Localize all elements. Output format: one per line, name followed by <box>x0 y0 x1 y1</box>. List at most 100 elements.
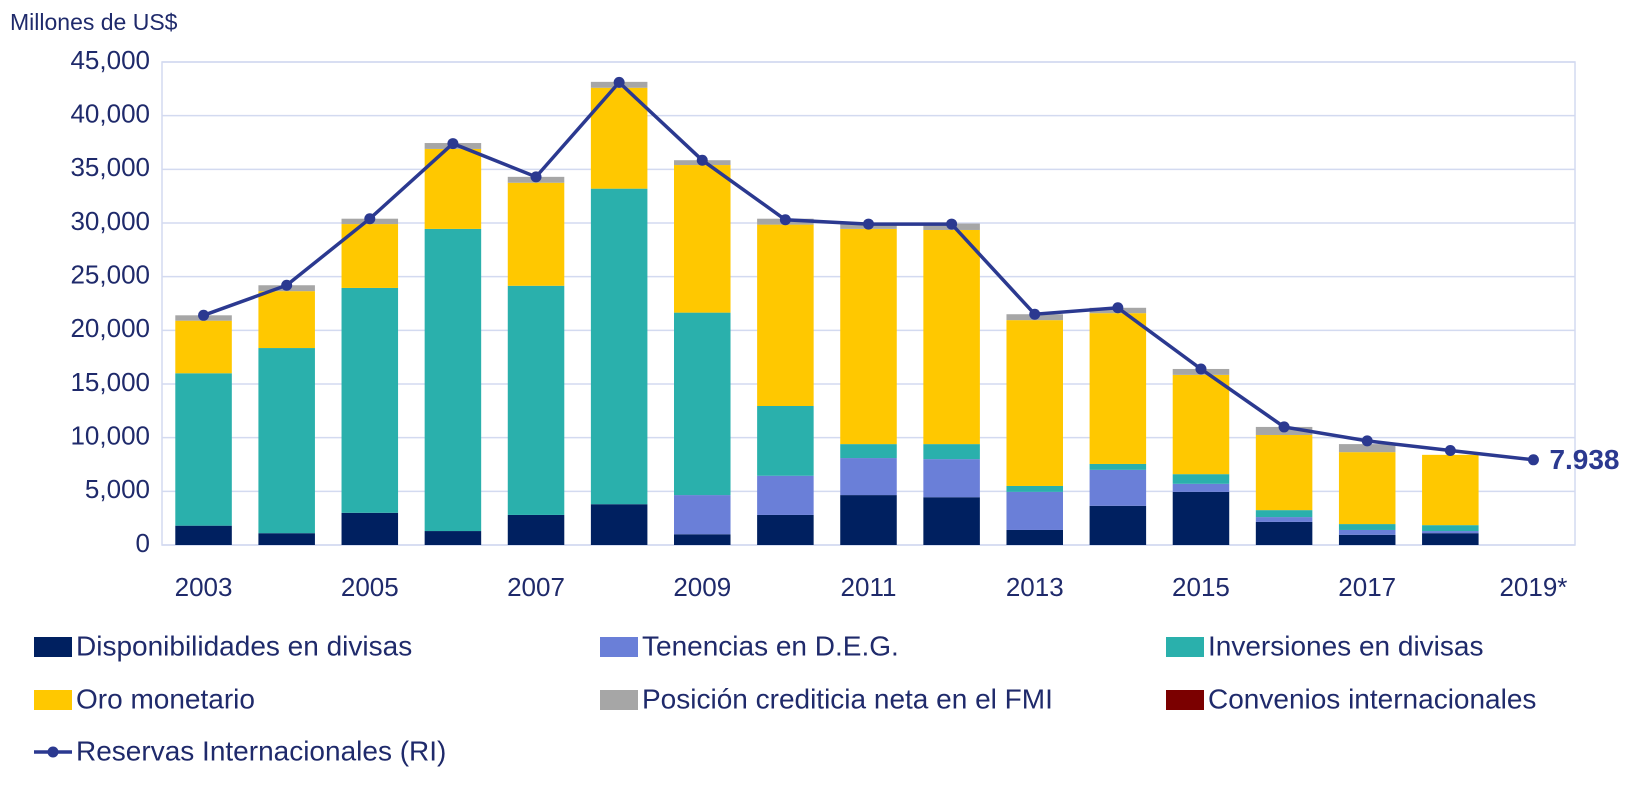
x-tick-label: 2005 <box>341 572 399 602</box>
bar-segment <box>424 531 482 545</box>
bar-segment <box>1338 524 1396 530</box>
line-point <box>779 214 791 226</box>
bar-segment <box>1089 313 1147 464</box>
legend-swatch <box>34 690 72 710</box>
bar-segment <box>1172 474 1230 484</box>
legend-label: Posición crediticia neta en el FMI <box>642 683 1053 714</box>
line-point <box>281 279 293 291</box>
y-tick-label: 15,000 <box>70 367 150 397</box>
x-tick-label: 2007 <box>507 572 565 602</box>
legend-swatch <box>600 690 638 710</box>
legend-label: Inversiones en divisas <box>1208 630 1483 661</box>
y-tick-label: 25,000 <box>70 260 150 290</box>
y-tick-label: 5,000 <box>85 474 150 504</box>
legend-label: Oro monetario <box>76 683 255 714</box>
legend-swatch <box>1166 690 1204 710</box>
line-point <box>1029 308 1041 320</box>
bar-segment <box>840 228 897 445</box>
bar-segment <box>1338 444 1396 453</box>
bar-segment <box>424 228 482 532</box>
bar-segment <box>757 514 814 545</box>
line-point <box>863 218 874 230</box>
bar-segment <box>258 533 315 545</box>
bar-segment <box>1172 374 1230 475</box>
bar-segment <box>757 406 814 476</box>
legend-label: Reservas Internacionales (RI) <box>76 735 446 766</box>
bar-segment <box>1255 517 1313 522</box>
bar-segment <box>1422 531 1479 534</box>
bar-segment <box>1172 483 1230 492</box>
bar-segment <box>674 534 731 545</box>
bar-segment <box>258 291 315 349</box>
bar-segment <box>1006 529 1063 545</box>
bar-segment <box>840 444 897 459</box>
bar-segment <box>757 475 814 515</box>
x-tick-label: 2009 <box>673 572 731 602</box>
bar-segment <box>507 514 565 545</box>
x-tick-label: 2003 <box>175 572 233 602</box>
line-point <box>1527 454 1539 466</box>
bar-segment <box>1089 505 1147 545</box>
line-point <box>530 171 542 183</box>
x-tick-label: 2019* <box>1499 572 1567 602</box>
legend-label: Disponibilidades en divisas <box>76 630 412 661</box>
bar-segment <box>840 495 897 545</box>
y-tick-label: 35,000 <box>70 152 150 182</box>
y-tick-label: 30,000 <box>70 206 150 236</box>
y-tick-label: 40,000 <box>70 99 150 129</box>
line-point <box>364 213 376 225</box>
bar-segment <box>341 287 399 513</box>
bar-segment <box>507 182 565 286</box>
line-point <box>1444 445 1456 457</box>
x-tick-label: 2015 <box>1172 572 1230 602</box>
bar-segment <box>1006 320 1063 486</box>
bar-segment <box>674 495 731 535</box>
bar-segment <box>175 525 232 545</box>
legend-swatch <box>600 637 638 657</box>
bar-segment <box>1338 452 1396 525</box>
line-point <box>696 154 708 166</box>
y-tick-label: 10,000 <box>70 421 150 451</box>
bar-segment <box>590 504 648 545</box>
line-point <box>1112 302 1124 314</box>
bar-segment <box>1422 533 1479 545</box>
y-tick-label: 20,000 <box>70 313 150 343</box>
legend-label: Convenios internacionales <box>1208 683 1536 714</box>
bar-segment <box>674 312 731 496</box>
line-point <box>1195 363 1207 375</box>
line-point <box>198 309 210 321</box>
bar-segment <box>674 165 731 313</box>
bar-segment <box>1422 454 1479 526</box>
bar-segment <box>1255 434 1313 511</box>
data-label: 7.938 <box>1549 444 1619 475</box>
line-point <box>613 76 625 88</box>
bar-segment <box>175 373 232 526</box>
bar-segment <box>1255 510 1313 518</box>
y-tick-label: 45,000 <box>70 45 150 75</box>
bar-segment <box>175 320 232 374</box>
bar-segment <box>1006 491 1063 530</box>
bar-segment <box>1422 525 1479 532</box>
x-tick-label: 2011 <box>841 572 897 602</box>
bar-segment <box>1338 534 1396 545</box>
bar-segment <box>507 285 565 515</box>
bar-segment <box>923 444 980 460</box>
legend-swatch <box>1166 637 1204 657</box>
line-point <box>946 218 958 230</box>
x-tick-label: 2017 <box>1338 572 1396 602</box>
bar-segment <box>341 512 399 545</box>
legend-label: Tenencias en D.E.G. <box>642 630 899 661</box>
legend-swatch <box>34 637 72 657</box>
line-point <box>1361 435 1373 447</box>
bar-segment <box>1172 491 1230 545</box>
bar-segment <box>1255 521 1313 545</box>
bar-segment <box>1006 485 1063 492</box>
bar-segment <box>923 497 980 545</box>
bar-segment <box>1089 469 1147 506</box>
bar-segment <box>1089 463 1147 470</box>
bar-segment <box>923 229 980 445</box>
line-point <box>1278 421 1290 433</box>
legend-marker <box>47 746 59 758</box>
bar-segment <box>923 459 980 498</box>
